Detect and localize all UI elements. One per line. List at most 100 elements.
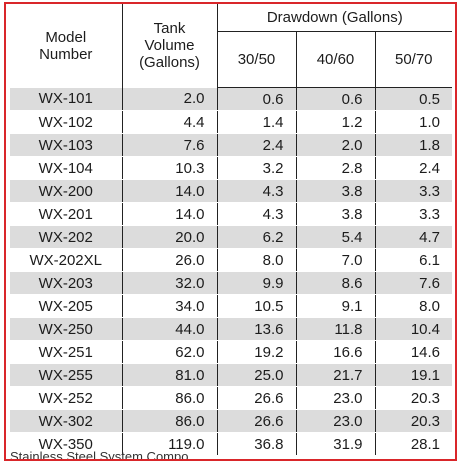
cell-drawdown-50-70: 10.4: [375, 317, 453, 341]
cell-drawdown-40-60: 2.8: [296, 156, 376, 180]
cell-drawdown-50-70: 3.3: [375, 179, 453, 203]
table-frame: Model Number Tank Volume (Gallons) Drawdown…: [4, 2, 457, 461]
cell-drawdown-40-60: 11.8: [296, 317, 376, 341]
cell-drawdown-40-60: 3.8: [296, 202, 376, 226]
cell-tank-volume: 14.0: [122, 179, 218, 203]
cell-drawdown-50-70: 7.6: [375, 271, 453, 295]
cell-drawdown-30-50: 2.4: [217, 133, 297, 157]
table-row: WX-201 14.0 4.3 3.8 3.3: [10, 202, 453, 226]
cell-tank-volume: 86.0: [122, 409, 218, 433]
table-row: WX-104 10.3 3.2 2.8 2.4: [10, 156, 453, 180]
cell-drawdown-30-50: 36.8: [217, 432, 297, 456]
cell-drawdown-50-70: 3.3: [375, 202, 453, 226]
table-row: WX-203 32.0 9.9 8.6 7.6: [10, 271, 453, 295]
table-row: WX-103 7.6 2.4 2.0 1.8: [10, 133, 453, 157]
cell-model-number: WX-201: [10, 202, 123, 226]
table-row: WX-202XL 26.0 8.0 7.0 6.1: [10, 248, 453, 272]
cell-tank-volume: 62.0: [122, 340, 218, 364]
cell-drawdown-40-60: 7.0: [296, 248, 376, 272]
cell-model-number: WX-250: [10, 317, 123, 341]
cell-drawdown-30-50: 10.5: [217, 294, 297, 318]
cell-drawdown-30-50: 3.2: [217, 156, 297, 180]
header-tank-volume: Tank Volume (Gallons): [122, 4, 218, 88]
table-row: WX-255 81.0 25.0 21.7 19.1: [10, 363, 453, 387]
cell-tank-volume: 20.0: [122, 225, 218, 249]
cell-model-number: WX-102: [10, 110, 123, 134]
cell-drawdown-30-50: 1.4: [217, 110, 297, 134]
table-row: WX-302 86.0 26.6 23.0 20.3: [10, 409, 453, 433]
cell-drawdown-50-70: 2.4: [375, 156, 453, 180]
cell-tank-volume: 7.6: [122, 133, 218, 157]
cell-tank-volume: 44.0: [122, 317, 218, 341]
cell-drawdown-30-50: 4.3: [217, 202, 297, 226]
cell-drawdown-40-60: 23.0: [296, 409, 376, 433]
cell-model-number: WX-205: [10, 294, 123, 318]
cell-drawdown-30-50: 26.6: [217, 409, 297, 433]
cell-drawdown-40-60: 16.6: [296, 340, 376, 364]
cell-drawdown-50-70: 8.0: [375, 294, 453, 318]
cell-tank-volume: 32.0: [122, 271, 218, 295]
cell-drawdown-40-60: 8.6: [296, 271, 376, 295]
cell-drawdown-50-70: 1.0: [375, 110, 453, 134]
cell-model-number: WX-103: [10, 133, 123, 157]
header-drawdown-40-60: 40/60: [296, 31, 376, 88]
cell-drawdown-50-70: 20.3: [375, 409, 453, 433]
cell-drawdown-40-60: 31.9: [296, 432, 376, 456]
cell-drawdown-30-50: 25.0: [217, 363, 297, 387]
cell-drawdown-40-60: 21.7: [296, 363, 376, 387]
table-row: WX-202 20.0 6.2 5.4 4.7: [10, 225, 453, 249]
cell-drawdown-40-60: 0.6: [296, 87, 376, 111]
table-row: WX-251 62.0 19.2 16.6 14.6: [10, 340, 453, 364]
cell-drawdown-50-70: 4.7: [375, 225, 453, 249]
drawdown-table: Model Number Tank Volume (Gallons) Drawdown…: [10, 4, 453, 456]
cell-drawdown-50-70: 28.1: [375, 432, 453, 456]
table-row: WX-205 34.0 10.5 9.1 8.0: [10, 294, 453, 318]
cell-model-number: WX-202: [10, 225, 123, 249]
cell-drawdown-30-50: 19.2: [217, 340, 297, 364]
cell-drawdown-30-50: 26.6: [217, 386, 297, 410]
cell-model-number: WX-252: [10, 386, 123, 410]
cell-drawdown-30-50: 9.9: [217, 271, 297, 295]
cell-drawdown-30-50: 13.6: [217, 317, 297, 341]
cell-model-number: WX-104: [10, 156, 123, 180]
table-row: WX-102 4.4 1.4 1.2 1.0: [10, 110, 453, 134]
cell-drawdown-50-70: 6.1: [375, 248, 453, 272]
header-drawdown-group: Drawdown (Gallons): [217, 4, 453, 32]
cell-model-number: WX-202XL: [10, 248, 123, 272]
cell-tank-volume: 2.0: [122, 87, 218, 111]
header-drawdown-50-70: 50/70: [375, 31, 453, 88]
cell-tank-volume: 119.0: [122, 432, 218, 456]
table-row: WX-101 2.0 0.6 0.6 0.5: [10, 87, 453, 111]
cell-tank-volume: 10.3: [122, 156, 218, 180]
cell-tank-volume: 26.0: [122, 248, 218, 272]
cell-drawdown-40-60: 3.8: [296, 179, 376, 203]
cell-drawdown-40-60: 23.0: [296, 386, 376, 410]
cell-model-number: WX-302: [10, 409, 123, 433]
table-row: WX-350 119.0 36.8 31.9 28.1: [10, 432, 453, 456]
table-row: WX-200 14.0 4.3 3.8 3.3: [10, 179, 453, 203]
cell-tank-volume: 34.0: [122, 294, 218, 318]
cell-tank-volume: 81.0: [122, 363, 218, 387]
cell-tank-volume: 14.0: [122, 202, 218, 226]
table-row: WX-250 44.0 13.6 11.8 10.4: [10, 317, 453, 341]
cell-model-number: WX-350: [10, 432, 123, 456]
cell-drawdown-50-70: 20.3: [375, 386, 453, 410]
cell-drawdown-30-50: 4.3: [217, 179, 297, 203]
cell-tank-volume: 4.4: [122, 110, 218, 134]
cell-model-number: WX-101: [10, 87, 123, 111]
cell-drawdown-50-70: 14.6: [375, 340, 453, 364]
cell-model-number: WX-255: [10, 363, 123, 387]
header-model-number: Model Number: [10, 4, 123, 88]
cell-drawdown-40-60: 2.0: [296, 133, 376, 157]
cell-model-number: WX-203: [10, 271, 123, 295]
cell-drawdown-30-50: 8.0: [217, 248, 297, 272]
cell-drawdown-30-50: 6.2: [217, 225, 297, 249]
cell-drawdown-50-70: 1.8: [375, 133, 453, 157]
cell-drawdown-50-70: 0.5: [375, 87, 453, 111]
cell-drawdown-40-60: 1.2: [296, 110, 376, 134]
cell-model-number: WX-200: [10, 179, 123, 203]
table-row: WX-252 86.0 26.6 23.0 20.3: [10, 386, 453, 410]
cell-drawdown-50-70: 19.1: [375, 363, 453, 387]
cell-tank-volume: 86.0: [122, 386, 218, 410]
cell-drawdown-40-60: 5.4: [296, 225, 376, 249]
